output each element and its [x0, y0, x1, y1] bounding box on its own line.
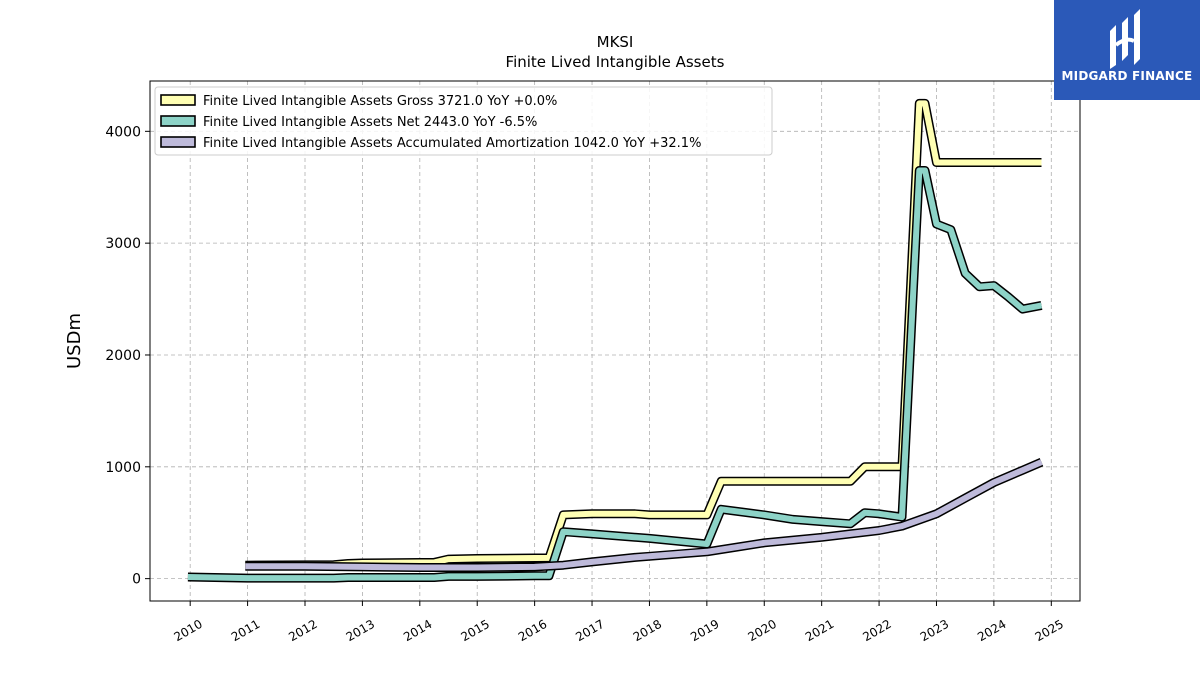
x-tick-label: 2024	[975, 617, 1008, 644]
y-tick-label: 3000	[105, 236, 141, 252]
chart-subtitle: Finite Lived Intangible Assets	[506, 53, 725, 71]
logo-mark-icon	[1110, 9, 1140, 69]
logo-text: MIDGARD FINANCE	[1061, 69, 1193, 83]
x-tick-label: 2022	[860, 617, 893, 644]
series-line	[187, 167, 1043, 582]
x-tick-label: 2012	[286, 617, 319, 644]
x-tick-label: 2013	[344, 617, 377, 644]
y-tick-label: 4000	[105, 124, 141, 140]
legend-entry: Finite Lived Intangible Assets Gross 372…	[203, 94, 557, 109]
x-tick-label: 2021	[803, 617, 836, 644]
x-tick-label: 2019	[688, 617, 721, 644]
legend-entry: Finite Lived Intangible Assets Net 2443.…	[203, 115, 537, 130]
y-tick-label: 2000	[105, 348, 141, 364]
y-tick-label: 1000	[105, 460, 141, 476]
legend-swatch	[160, 94, 196, 106]
plot-frame	[149, 80, 1081, 602]
x-tick-label: 2014	[401, 617, 434, 644]
x-tick-label: 2015	[458, 617, 491, 644]
x-tick-label: 2017	[573, 617, 606, 644]
x-tick-label: 2011	[229, 617, 262, 644]
legend-frame	[154, 86, 773, 156]
series-layer	[187, 98, 1044, 583]
midgard-finance-logo: MIDGARD FINANCE	[1054, 0, 1200, 100]
x-tick-label: 2023	[918, 617, 951, 644]
legend: Finite Lived Intangible Assets Gross 372…	[154, 86, 773, 156]
legend-entry: Finite Lived Intangible Assets Accumulat…	[203, 136, 701, 151]
legend-swatch	[160, 136, 196, 148]
x-tick-label: 2025	[1033, 617, 1066, 644]
chart-title: MKSI	[597, 33, 634, 51]
x-tick-label: 2020	[746, 617, 779, 644]
series-2	[187, 166, 1043, 583]
y-axis-label: USDm	[64, 313, 85, 369]
x-tick-label: 2010	[171, 617, 204, 644]
x-tick-label: 2018	[631, 617, 664, 644]
grid	[150, 81, 1080, 601]
series-3	[245, 457, 1044, 572]
series-line	[245, 459, 1043, 571]
legend-swatch	[160, 115, 196, 127]
x-axis: 2010 2011 2012 2013 2014 2015 2016 2017 2018 2019…	[171, 601, 1066, 644]
x-tick-label: 2016	[516, 617, 549, 644]
y-axis: 0 1000 2000 3000 4000	[105, 124, 150, 588]
y-tick-label: 0	[132, 572, 141, 588]
